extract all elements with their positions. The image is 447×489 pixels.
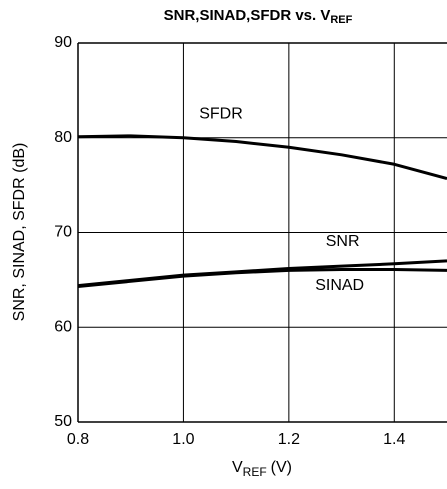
x-tick-label: 1.4 [383, 431, 405, 448]
x-tick-label: 0.8 [67, 431, 89, 448]
x-label-main: V [232, 459, 243, 476]
y-axis-label: SNR, SINAD, SFDR (dB) [11, 143, 28, 322]
title-main: SNR,SINAD,SFDR vs. V [164, 7, 331, 24]
x-tick-label: 1.0 [172, 431, 194, 448]
title-sub: REF [330, 14, 352, 26]
series-line [77, 134, 447, 180]
y-tick-label: 70 [54, 224, 72, 241]
y-tick-label: 80 [54, 129, 72, 146]
series-line [77, 267, 447, 289]
x-label-sub: REF [243, 465, 267, 479]
x-axis-label: VREF (V) [232, 459, 292, 479]
y-tick-label: 60 [54, 318, 72, 335]
series-label: SINAD [315, 277, 364, 294]
x-label-unit: (V) [271, 459, 292, 476]
x-tick-label: 1.2 [278, 431, 300, 448]
y-tick-label: 50 [54, 413, 72, 430]
y-tick-label: 90 [54, 34, 72, 51]
series-label: SNR [326, 233, 360, 250]
series-label: SFDR [199, 105, 243, 122]
chart-title: SNR,SINAD,SFDR vs. VREF [164, 7, 353, 26]
